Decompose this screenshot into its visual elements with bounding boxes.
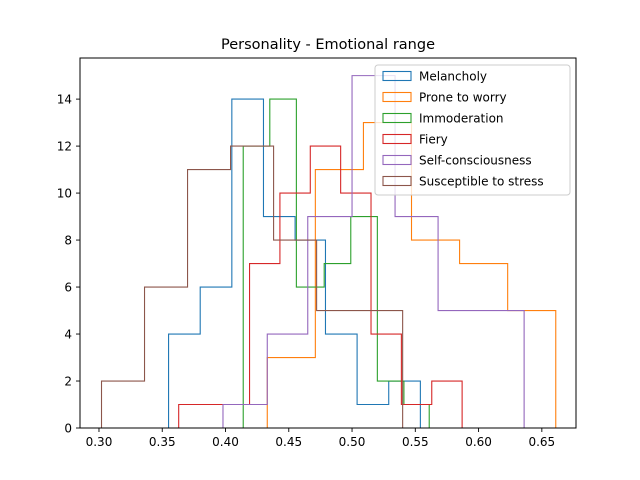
series-layer — [100, 75, 557, 428]
y-tick-label: 8 — [64, 234, 72, 248]
y-tick-label: 12 — [57, 140, 72, 154]
x-tick-label: 0.35 — [149, 435, 176, 449]
y-tick-label: 6 — [64, 281, 72, 295]
series-0-step — [168, 98, 421, 428]
series-4-step — [222, 75, 525, 428]
legend-box — [374, 64, 571, 196]
legend-swatch — [382, 91, 412, 103]
x-tick-label: 0.50 — [339, 435, 366, 449]
x-tick-label: 0.60 — [465, 435, 492, 449]
x-tick-label: 0.30 — [86, 435, 113, 449]
legend: Melancholy Prone to worry Immoderation Fier… — [374, 64, 571, 196]
chart-title: Personality - Emotional range — [221, 37, 435, 53]
x-tick-label: 0.55 — [402, 435, 429, 449]
legend-label: Prone to worry — [419, 91, 507, 105]
x-tick-label: 0.40 — [212, 435, 239, 449]
y-tick-label: 2 — [64, 375, 72, 389]
series-5-step — [100, 145, 404, 428]
y-tick-label: 4 — [64, 328, 72, 342]
legend-swatch — [382, 175, 412, 187]
y-tick-label: 14 — [57, 93, 72, 107]
y-tick-label: 0 — [64, 422, 72, 436]
legend-label: Melancholy — [419, 70, 487, 84]
legend-label: Fiery — [419, 133, 448, 147]
x-tick-label: 0.65 — [528, 435, 555, 449]
series-2-step — [242, 98, 430, 428]
axis-layer: 0.30 0.35 0.40 0.45 0.50 0.55 0.60 0.65 0 2 4 6 8 10 1… — [57, 93, 555, 449]
legend-swatch — [382, 70, 412, 82]
y-tick-label: 10 — [57, 187, 72, 201]
legend-swatch — [382, 112, 412, 124]
legend-swatch — [382, 133, 412, 145]
legend-swatch — [382, 154, 412, 166]
legend-label: Susceptible to stress — [419, 175, 544, 189]
plot-frame — [79, 57, 577, 429]
legend-label: Immoderation — [419, 112, 504, 126]
legend-label: Self-consciousness — [419, 154, 532, 168]
x-tick-label: 0.45 — [275, 435, 302, 449]
